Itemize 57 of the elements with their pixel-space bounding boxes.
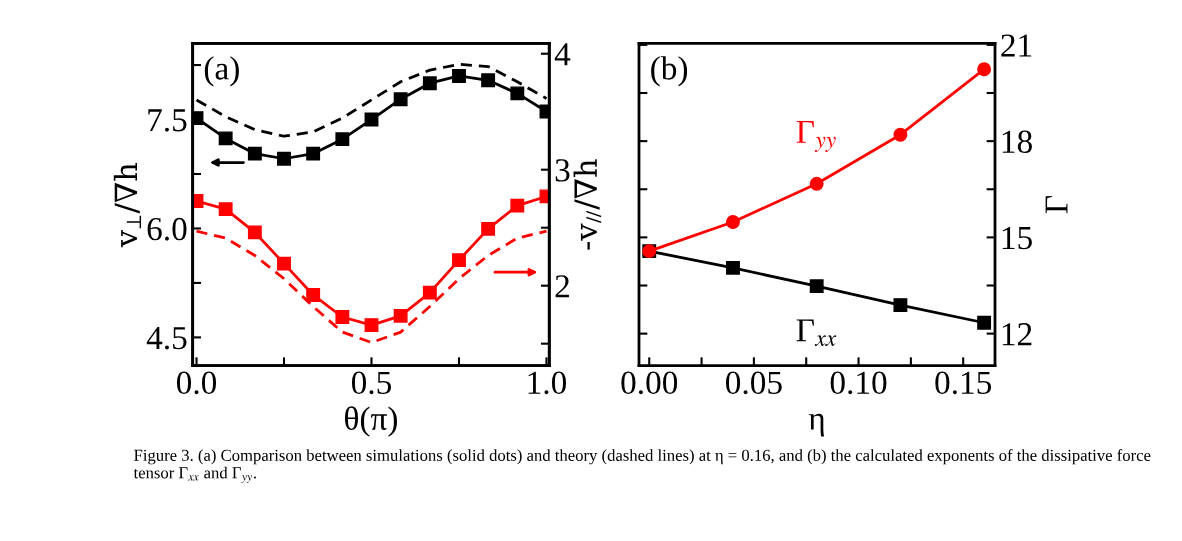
point bbox=[335, 310, 350, 324]
point bbox=[452, 253, 466, 268]
x-tick-label: 1.0 bbox=[528, 371, 567, 395]
line-series bbox=[195, 229, 548, 344]
x-axis-title: θ(π) bbox=[345, 406, 398, 437]
point bbox=[893, 127, 908, 142]
point bbox=[306, 146, 321, 161]
y-tick-label: 18 bbox=[1002, 130, 1032, 154]
point bbox=[510, 198, 525, 213]
annotation: (a) bbox=[204, 56, 239, 87]
y-axis-title: Γ bbox=[1045, 195, 1068, 214]
point bbox=[218, 131, 233, 146]
y-tick-label: 15 bbox=[1002, 226, 1032, 250]
point bbox=[364, 318, 379, 333]
x-tick-label: 0.15 bbox=[935, 371, 992, 395]
point bbox=[726, 215, 740, 229]
point bbox=[247, 225, 262, 240]
y2-tick-label: 3 bbox=[555, 159, 570, 182]
point bbox=[335, 132, 350, 147]
point bbox=[306, 288, 321, 302]
y2-axis-title: -v$_{//}$/∇h bbox=[573, 159, 602, 250]
point bbox=[481, 221, 496, 236]
x-axis-title: η bbox=[808, 413, 824, 437]
point bbox=[809, 279, 824, 294]
y-tick-label: 21 bbox=[1001, 34, 1032, 57]
point bbox=[977, 62, 992, 77]
point bbox=[218, 202, 233, 217]
point bbox=[893, 298, 908, 313]
x-tick-label: 0.5 bbox=[351, 371, 392, 395]
point bbox=[726, 260, 740, 275]
point bbox=[510, 86, 525, 101]
point bbox=[809, 176, 824, 191]
point bbox=[977, 315, 992, 330]
y2-tick-label: 4 bbox=[554, 43, 571, 66]
series-label: Γ$_{yy}$ bbox=[796, 120, 836, 152]
annotation: (b) bbox=[651, 56, 688, 87]
y-tick-label: 12 bbox=[1002, 323, 1032, 346]
y-tick-label: 6.0 bbox=[147, 217, 187, 241]
point bbox=[393, 308, 408, 323]
point bbox=[277, 151, 291, 166]
x-tick-label: 0.05 bbox=[726, 371, 782, 395]
x-tick-label: 0.10 bbox=[830, 371, 887, 395]
y2-tick-label: 2 bbox=[555, 275, 569, 298]
series-label: Γ$_{xx}$ bbox=[796, 319, 837, 346]
point bbox=[422, 76, 437, 91]
point bbox=[422, 285, 437, 300]
x-tick-label: 0.00 bbox=[621, 371, 678, 395]
point bbox=[452, 69, 466, 83]
y-tick-label: 4.5 bbox=[146, 327, 187, 350]
x-tick-label: 0.0 bbox=[176, 371, 217, 395]
caption: Figure 3. (a) Comparison between simulations (solid dots) and theory (dashed lines) at η = 0.16, and (b) the calculated exponents of the dissipative force tensor Γ$_{xx}$ and Γ$_{yy}$. bbox=[133, 449, 1151, 483]
point bbox=[247, 146, 262, 161]
point bbox=[481, 73, 496, 88]
y-tick-label: 7.5 bbox=[148, 109, 187, 132]
point bbox=[393, 92, 408, 107]
point bbox=[277, 256, 291, 271]
y-axis-title: v$_{⊥}$/∇h bbox=[113, 162, 142, 248]
